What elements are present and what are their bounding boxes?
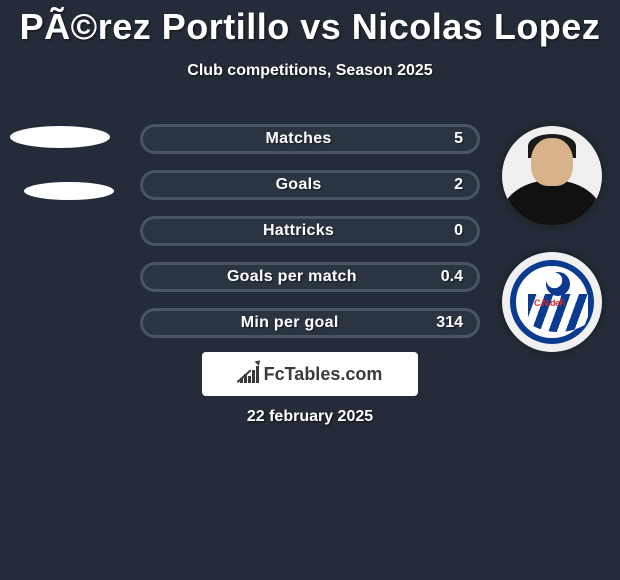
avatar [502, 126, 602, 226]
stat-row: Goals 2 [140, 170, 480, 200]
stat-label: Matches [143, 130, 454, 148]
stat-row: Hattricks 0 [140, 216, 480, 246]
stat-row: Min per goal 314 [140, 308, 480, 338]
stat-row: Goals per match 0.4 [140, 262, 480, 292]
left-placeholder-2 [24, 182, 114, 200]
page-title: PÃ©rez Portillo vs Nicolas Lopez [0, 0, 620, 48]
brand-badge[interactable]: FcTables.com [202, 352, 418, 396]
stat-label: Goals [143, 176, 454, 194]
stat-value: 314 [436, 314, 463, 332]
stat-value: 5 [454, 130, 463, 148]
stat-value: 0 [454, 222, 463, 240]
crest-text: C.N.deF. [534, 298, 566, 308]
stat-value: 0.4 [441, 268, 463, 286]
left-placeholder-1 [10, 126, 110, 148]
stats-bars: Matches 5 Goals 2 Hattricks 0 Goals per … [140, 124, 480, 354]
date-text: 22 february 2025 [0, 408, 620, 426]
club-crest: C.N.deF. [502, 252, 602, 352]
brand-text: FcTables.com [264, 364, 383, 385]
stat-value: 2 [454, 176, 463, 194]
stat-row: Matches 5 [140, 124, 480, 154]
stat-label: Min per goal [143, 314, 436, 332]
brand-chart-icon [238, 363, 260, 385]
stat-label: Hattricks [143, 222, 454, 240]
stat-label: Goals per match [143, 268, 441, 286]
subtitle: Club competitions, Season 2025 [0, 62, 620, 80]
